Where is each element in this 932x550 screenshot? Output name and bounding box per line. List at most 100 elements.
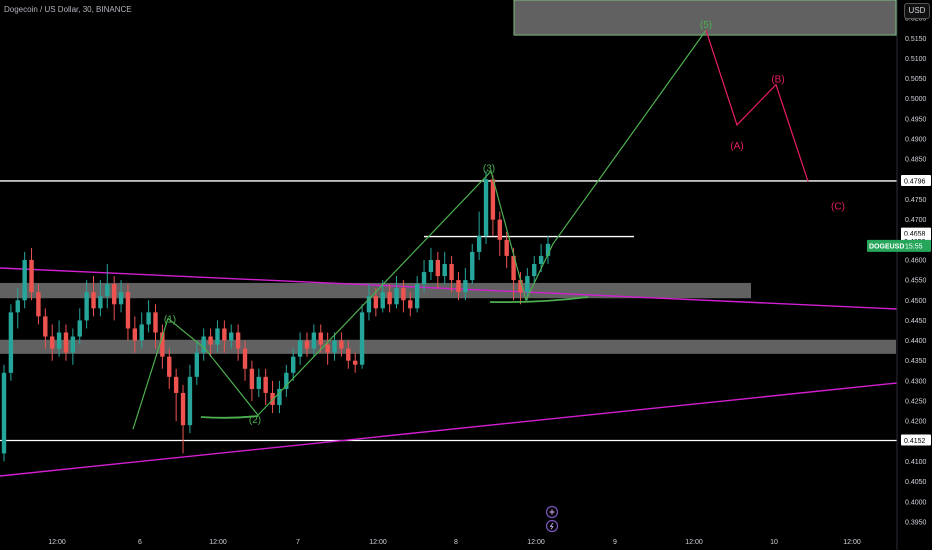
candle — [346, 340, 351, 369]
time-axis[interactable]: 12:00 6 12:00 7 12:00 8 12:00 9 12:00 10 12:00 — [48, 539, 861, 546]
price-tick-label: 0.5000 — [905, 96, 927, 103]
candle — [518, 272, 523, 305]
candle-body — [270, 392, 275, 406]
candle-body — [366, 296, 372, 313]
candle-body — [201, 336, 206, 353]
candle — [8, 304, 14, 381]
candle-body — [538, 255, 544, 264]
impulse-wave-line — [132, 29, 707, 430]
candle-body — [56, 332, 62, 349]
candle — [180, 384, 186, 454]
candle — [132, 316, 138, 353]
chart-title: Dogecoin / US Dollar, 30, BINANCE — [4, 5, 132, 14]
candle-body — [125, 292, 131, 329]
candle-body — [242, 348, 248, 369]
candle — [352, 352, 358, 373]
time-tick-label: 12:00 — [369, 539, 387, 546]
candle — [297, 332, 303, 365]
candle-body — [263, 376, 268, 393]
price-tick-label: 0.4350 — [905, 358, 927, 365]
candle — [29, 247, 34, 301]
candle — [56, 320, 62, 357]
candle-body — [222, 328, 227, 341]
price-label-badge — [901, 174, 931, 186]
candle — [118, 280, 124, 313]
candle — [263, 368, 268, 406]
candlestick-series — [1, 171, 551, 462]
candle-body — [504, 239, 509, 256]
candle — [532, 255, 537, 285]
candle — [222, 320, 227, 353]
candle — [256, 368, 261, 397]
candle-body — [414, 284, 420, 309]
candle — [366, 284, 372, 321]
candle — [339, 332, 344, 357]
add-indicator-icon[interactable] — [545, 505, 559, 519]
candle-body — [380, 292, 385, 309]
candle — [215, 320, 220, 353]
candle-body — [146, 312, 151, 325]
price-tick-label: 0.5050 — [905, 76, 927, 83]
candle-body — [421, 272, 427, 285]
price-tick-label: 0.4900 — [905, 137, 927, 144]
candle — [43, 308, 48, 349]
price-axis-bg — [897, 0, 932, 550]
currency-button[interactable]: USD — [904, 3, 930, 19]
candle-body — [77, 320, 82, 337]
candle-body — [249, 368, 255, 389]
candle-body — [352, 360, 358, 365]
candle-body — [518, 280, 523, 293]
price-axis[interactable]: 0.5200 0.5150 0.5100 0.5050 0.5000 0.4950 0.49… — [867, 0, 932, 550]
price-tick-label: 0.3950 — [905, 519, 927, 526]
candle — [373, 288, 379, 317]
candle-body — [408, 300, 413, 309]
price-label: 0.4152 — [904, 438, 926, 445]
candle-body — [359, 312, 365, 365]
wave-base-mark — [200, 415, 259, 419]
candle — [414, 276, 420, 313]
lightning-icon[interactable] — [545, 519, 559, 533]
candle — [187, 364, 193, 434]
candle — [201, 328, 206, 361]
candle-body — [36, 292, 41, 317]
wave-label: (2) — [249, 415, 261, 426]
candle — [242, 340, 248, 381]
candle — [311, 324, 317, 357]
candle-body — [105, 284, 110, 297]
candle-body — [215, 328, 220, 345]
candle — [173, 368, 179, 422]
time-tick-label: 6 — [138, 539, 142, 546]
candle-body — [139, 324, 144, 341]
candle — [270, 380, 275, 414]
candle-body — [132, 328, 138, 341]
price-tick-label: 0.4600 — [905, 257, 927, 264]
candle — [1, 364, 7, 462]
candle — [456, 272, 461, 301]
wave-label: (C) — [831, 202, 845, 213]
candle-body — [435, 259, 441, 277]
candle — [284, 364, 289, 397]
candle — [36, 284, 41, 325]
candle-body — [318, 332, 323, 345]
wave-labels: (1) (2) (3) (5) (A) (B) (C) — [164, 20, 845, 426]
current-price-countdown: 15:55 — [905, 243, 923, 250]
time-tick-label: 12:00 — [843, 539, 861, 546]
candle — [22, 251, 27, 309]
candle — [387, 284, 392, 313]
candle-body — [63, 332, 69, 353]
correction-wave-line — [705, 30, 809, 182]
candle — [84, 280, 89, 329]
candle — [504, 231, 509, 269]
candle — [277, 380, 282, 414]
time-tick-label: 7 — [296, 539, 300, 546]
trendlines — [0, 267, 898, 477]
candle — [229, 324, 234, 349]
price-tick-label: 0.4300 — [905, 378, 927, 385]
candle — [428, 247, 434, 281]
elliott-wave-lines — [132, 29, 809, 430]
time-tick-label: 12:00 — [685, 539, 703, 546]
candle — [449, 255, 454, 293]
candle — [332, 332, 337, 361]
price-tick-label: 0.5150 — [905, 36, 927, 43]
